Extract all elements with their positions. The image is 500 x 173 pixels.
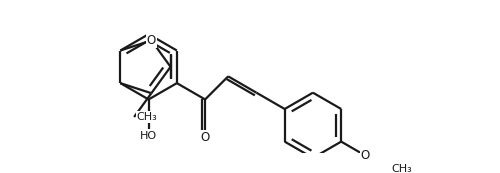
Text: O: O [200, 131, 209, 144]
Text: O: O [147, 34, 156, 47]
Text: CH₃: CH₃ [137, 112, 158, 122]
Text: CH₃: CH₃ [392, 164, 412, 173]
Text: O: O [360, 149, 370, 162]
Text: HO: HO [140, 131, 157, 141]
